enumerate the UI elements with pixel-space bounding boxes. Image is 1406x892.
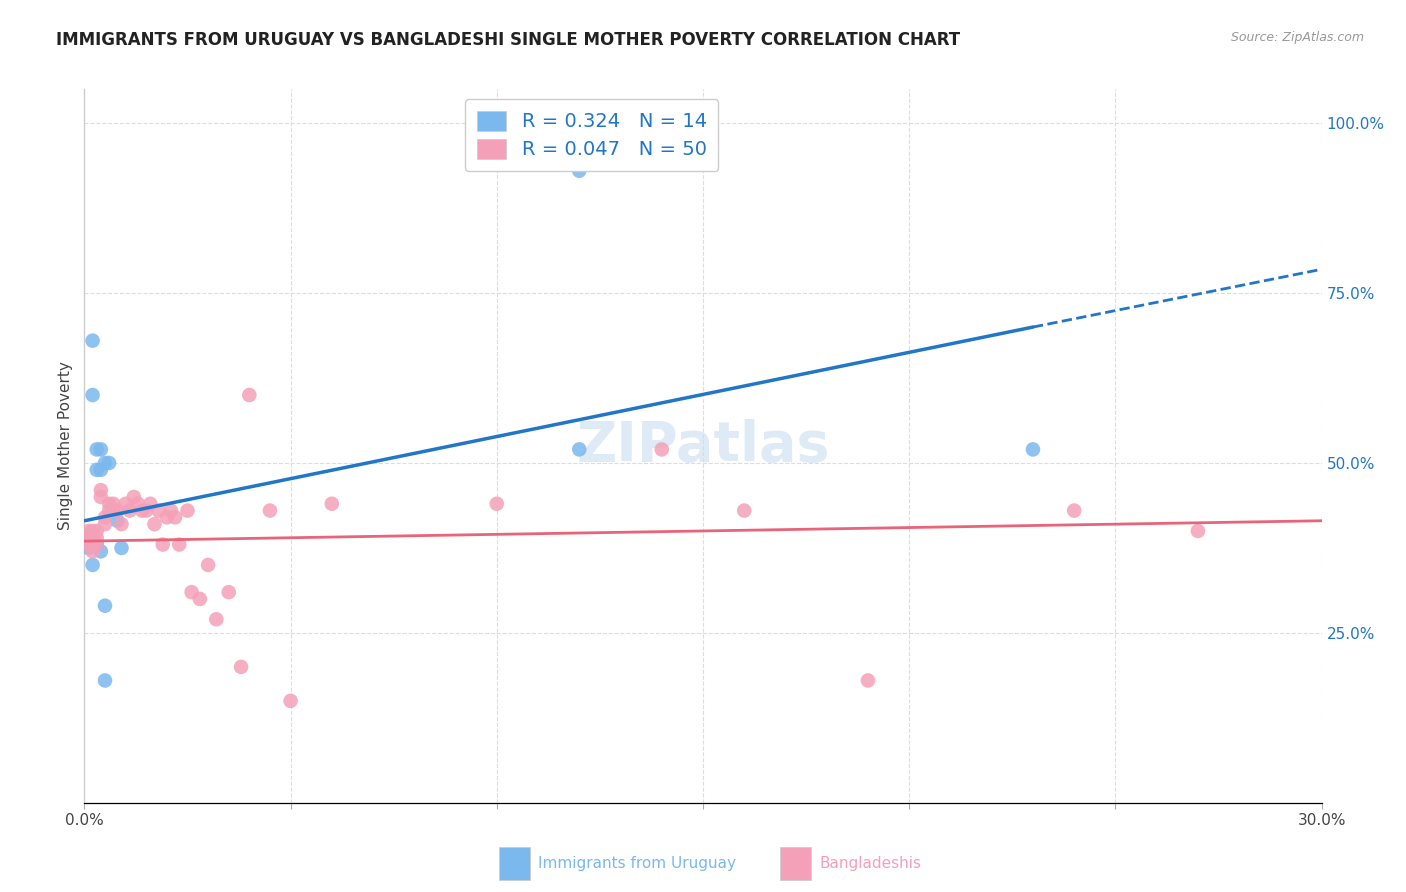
Point xyxy=(856,673,879,688)
Point xyxy=(176,503,198,517)
Point xyxy=(148,503,170,517)
Point xyxy=(90,490,112,504)
Y-axis label: Single Mother Poverty: Single Mother Poverty xyxy=(58,361,73,531)
Point xyxy=(77,541,100,555)
Point xyxy=(167,537,190,551)
Point xyxy=(218,585,240,599)
Point xyxy=(86,524,108,538)
Point xyxy=(110,517,132,532)
Point xyxy=(180,585,202,599)
Point xyxy=(568,163,591,178)
Legend: R = 0.324   N = 14, R = 0.047   N = 50: R = 0.324 N = 14, R = 0.047 N = 50 xyxy=(465,99,718,171)
Point xyxy=(110,541,132,555)
Point xyxy=(651,442,673,457)
Point xyxy=(90,463,112,477)
Text: Bangladeshis: Bangladeshis xyxy=(820,856,922,871)
Point xyxy=(160,503,183,517)
Point xyxy=(98,503,121,517)
Point xyxy=(94,599,117,613)
Point xyxy=(86,463,108,477)
Text: IMMIGRANTS FROM URUGUAY VS BANGLADESHI SINGLE MOTHER POVERTY CORRELATION CHART: IMMIGRANTS FROM URUGUAY VS BANGLADESHI S… xyxy=(56,31,960,49)
Point xyxy=(105,514,128,528)
Point xyxy=(1022,442,1045,457)
Point xyxy=(485,497,508,511)
Point xyxy=(165,510,187,524)
Point xyxy=(103,503,125,517)
Point xyxy=(114,497,136,511)
Text: Source: ZipAtlas.com: Source: ZipAtlas.com xyxy=(1230,31,1364,45)
Point xyxy=(82,388,104,402)
Point xyxy=(77,527,100,541)
Point xyxy=(77,537,100,551)
Text: ZIPatlas: ZIPatlas xyxy=(576,419,830,473)
Point xyxy=(94,456,117,470)
Point xyxy=(152,537,174,551)
Point xyxy=(205,612,228,626)
Point xyxy=(82,334,104,348)
Point xyxy=(82,537,104,551)
Point xyxy=(733,503,755,517)
Point xyxy=(118,503,141,517)
Point xyxy=(259,503,281,517)
Point xyxy=(139,497,162,511)
Point xyxy=(90,483,112,498)
Point xyxy=(103,497,125,511)
Point xyxy=(1187,524,1209,538)
Point xyxy=(98,456,121,470)
Point xyxy=(94,510,117,524)
Point xyxy=(568,442,591,457)
Point xyxy=(229,660,252,674)
Point xyxy=(86,537,108,551)
Point xyxy=(1063,503,1085,517)
Point xyxy=(82,558,104,572)
Point xyxy=(98,497,121,511)
Point xyxy=(94,517,117,532)
Point xyxy=(105,503,128,517)
Point xyxy=(77,524,100,538)
Point xyxy=(280,694,302,708)
Point xyxy=(77,531,100,545)
Text: Immigrants from Uruguay: Immigrants from Uruguay xyxy=(538,856,737,871)
Point xyxy=(86,537,108,551)
Point xyxy=(188,591,211,606)
Point xyxy=(122,490,145,504)
Point xyxy=(82,524,104,538)
Point xyxy=(238,388,260,402)
Point xyxy=(135,503,157,517)
Point xyxy=(90,442,112,457)
Point xyxy=(86,531,108,545)
Point xyxy=(156,510,179,524)
Point xyxy=(86,442,108,457)
Point xyxy=(82,544,104,558)
Point xyxy=(197,558,219,572)
Point xyxy=(94,673,117,688)
Point xyxy=(90,544,112,558)
Point xyxy=(131,503,153,517)
Point xyxy=(321,497,343,511)
Point xyxy=(127,497,149,511)
Point xyxy=(143,517,166,532)
